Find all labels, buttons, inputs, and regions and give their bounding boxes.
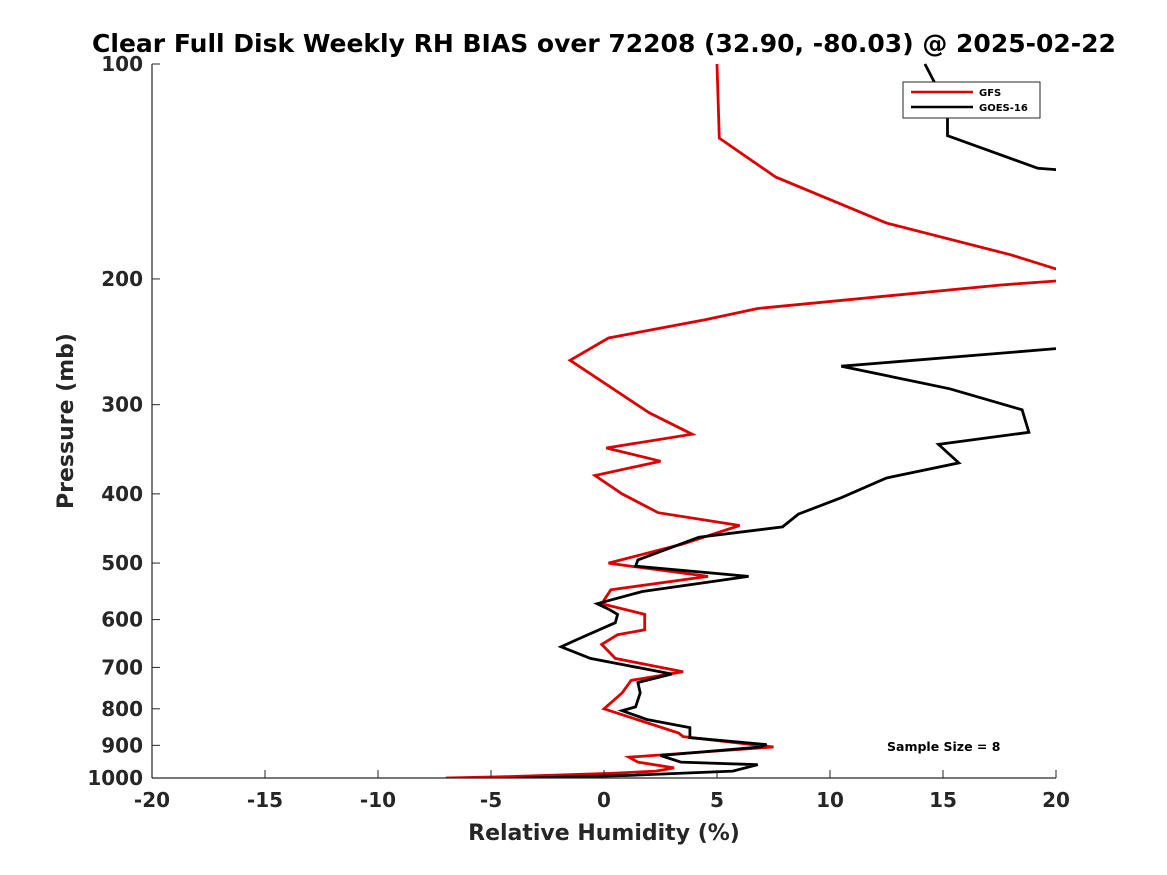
y-tick-label: 900	[101, 733, 143, 757]
x-tick-label: 5	[710, 788, 724, 812]
x-tick-label: -20	[134, 788, 170, 812]
x-tick-label: -10	[360, 788, 396, 812]
y-tick-label: 300	[101, 393, 143, 417]
x-axis-label: Relative Humidity (%)	[468, 821, 740, 846]
x-tick-label: 10	[816, 788, 844, 812]
y-tick-label: 600	[101, 608, 143, 632]
series-layer	[445, 63, 1056, 778]
y-tick-label: 100	[101, 52, 143, 76]
series-line-goes-16	[506, 63, 1056, 778]
legend-label-gfs: GFS	[979, 88, 1001, 99]
y-tick-label: 700	[101, 655, 143, 679]
x-tick-label: 20	[1042, 788, 1070, 812]
x-tick-group: -20 -15 -10 -5 0 5 10 15 20	[134, 770, 1070, 812]
plot-area: -20 -15 -10 -5 0 5 10 15 20 100 200 300 400 500 600 70…	[87, 52, 1070, 812]
y-axis-label: Pressure (mb)	[54, 333, 79, 509]
y-tick-label: 200	[101, 267, 143, 291]
x-tick-label: -15	[247, 788, 283, 812]
sample-size-annotation: Sample Size = 8	[887, 739, 1000, 754]
x-tick-label: 0	[597, 788, 611, 812]
chart-title: Clear Full Disk Weekly RH BIAS over 7220…	[92, 29, 1116, 58]
y-tick-label: 800	[101, 697, 143, 721]
y-tick-label: 400	[101, 482, 143, 506]
y-tick-label: 500	[101, 551, 143, 575]
legend-box	[902, 81, 1041, 119]
y-tick-label: 1000	[87, 766, 143, 790]
legend: GFS GOES-16	[902, 81, 1041, 119]
legend-label-goes-16: GOES-16	[979, 103, 1028, 114]
y-tick-group: 100 200 300 400 500 600 700 800 900 1000	[87, 52, 160, 790]
x-tick-label: 15	[929, 788, 957, 812]
x-tick-label: -5	[480, 788, 502, 812]
